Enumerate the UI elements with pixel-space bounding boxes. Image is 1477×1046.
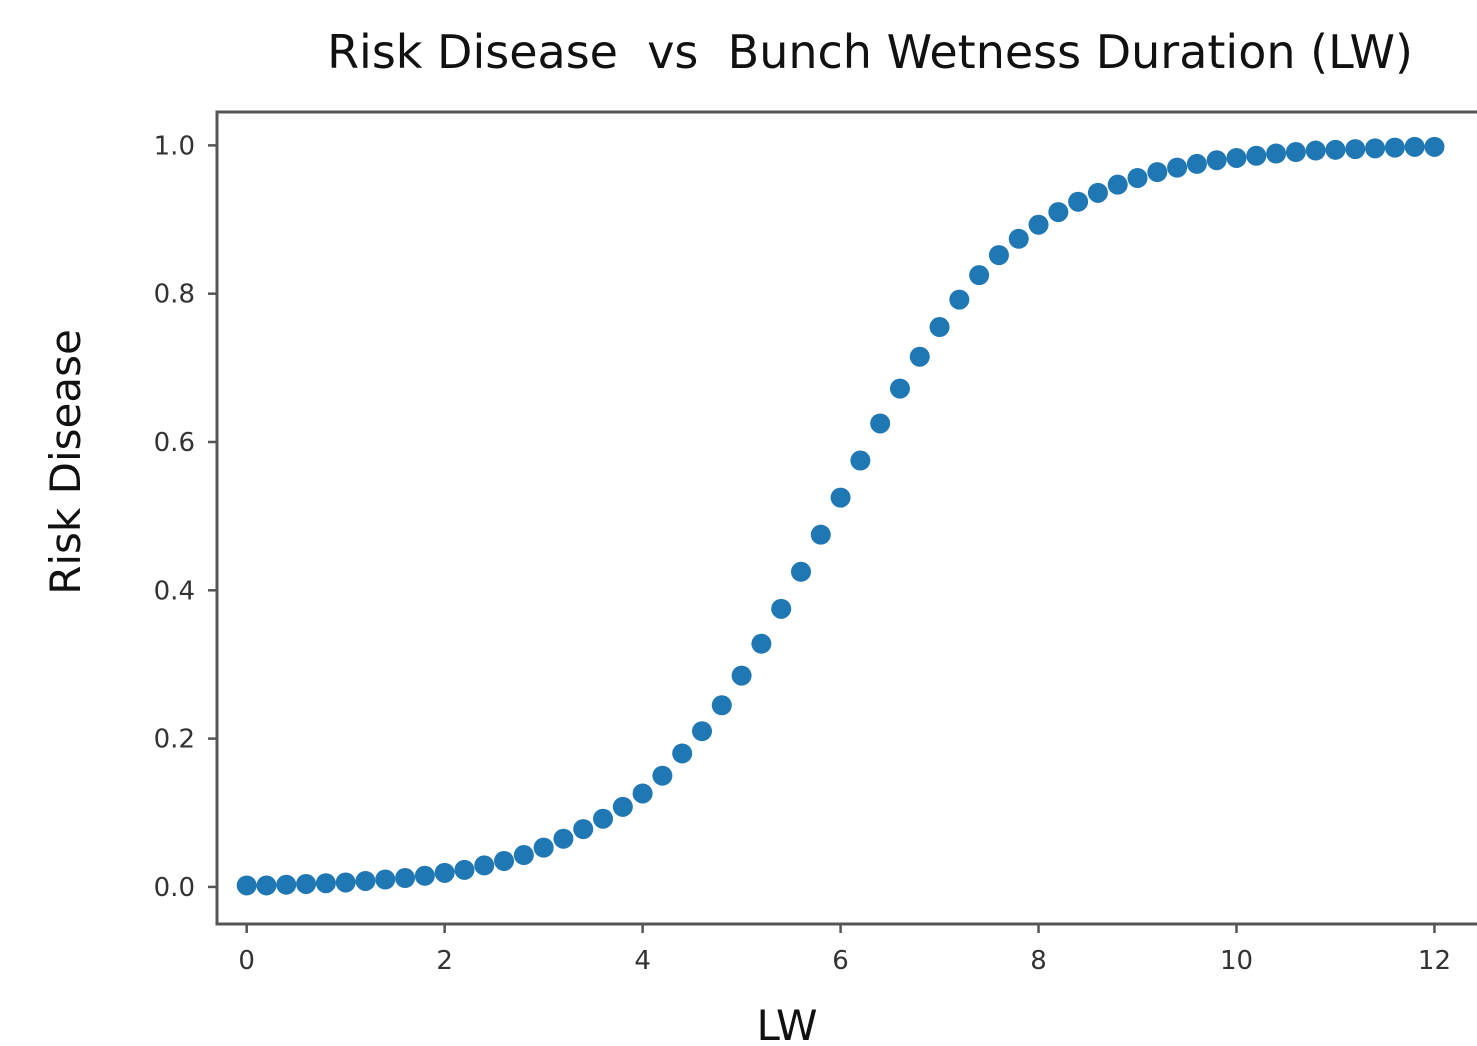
y-tick-label: 0.2 [154,725,195,755]
data-point [553,828,574,849]
data-point [335,872,356,893]
data-point [1226,147,1247,168]
data-point [949,289,970,310]
data-point [889,378,910,399]
data-point [830,487,851,508]
data-point [1206,150,1227,171]
data-point [929,317,950,338]
data-point [474,855,495,876]
data-point [1107,174,1128,195]
data-point [1186,153,1207,174]
data-point [1068,191,1089,212]
x-tick-label: 0 [238,946,255,976]
chart-title: Risk Disease vs Bunch Wetness Duration (… [327,25,1413,79]
plot-area-frame [215,110,1477,926]
x-tick-label: 10 [1220,946,1253,976]
data-point [533,837,554,858]
data-point [1147,162,1168,183]
data-point [1365,138,1386,159]
data-point [454,859,475,880]
y-tick-label: 1.0 [154,131,195,161]
data-point [731,665,752,686]
y-tick-label: 0.6 [154,428,195,458]
data-point [573,819,594,840]
data-point [969,265,990,286]
x-tick-label: 12 [1418,946,1451,976]
data-point [315,873,336,894]
data-point [1424,136,1445,157]
x-tick-label: 8 [1030,946,1047,976]
data-point [1404,136,1425,157]
x-tick-label: 2 [436,946,453,976]
data-point [1127,167,1148,188]
y-axis-ticks: 0.0 0.2 0.4 0.6 0.8 1.0 [154,131,217,903]
x-axis-ticks: 0 2 4 6 8 10 12 [238,924,1451,976]
y-axis-label: Risk Disease [41,329,90,595]
data-point [988,245,1009,266]
y-tick-label: 0.0 [154,873,195,903]
y-tick-label: 0.8 [154,280,195,310]
data-point [355,870,376,891]
data-point [1305,140,1326,161]
data-points [236,136,1445,896]
data-point [632,783,653,804]
data-point [771,598,792,619]
data-point [909,346,930,367]
data-point [375,869,396,890]
data-point [434,862,455,883]
data-point [790,561,811,582]
data-point [751,633,772,654]
data-point [1087,182,1108,203]
x-tick-label: 4 [634,946,651,976]
y-tick-label: 0.4 [154,576,195,606]
data-point [1048,202,1069,223]
data-point [414,865,435,886]
x-axis-label: LW [756,1001,817,1046]
data-point [1384,137,1405,158]
data-point [612,796,633,817]
data-point [652,765,673,786]
data-point [1246,145,1267,166]
data-point [395,868,416,889]
data-point [711,695,732,716]
data-point [1325,139,1346,160]
data-point [870,413,891,434]
data-point [692,721,713,742]
data-point [236,875,257,896]
data-point [296,873,317,894]
data-point [593,808,614,829]
data-point [494,850,515,871]
data-point [256,875,277,896]
data-point [850,450,871,471]
data-point [810,524,831,545]
data-point [513,845,534,866]
data-point [672,743,693,764]
data-point [276,874,297,895]
data-point [1167,157,1188,178]
data-point [1285,142,1306,163]
data-point [1266,143,1287,164]
data-point [1028,214,1049,235]
x-tick-label: 6 [832,946,849,976]
data-point [1008,228,1029,249]
data-point [1345,139,1366,160]
